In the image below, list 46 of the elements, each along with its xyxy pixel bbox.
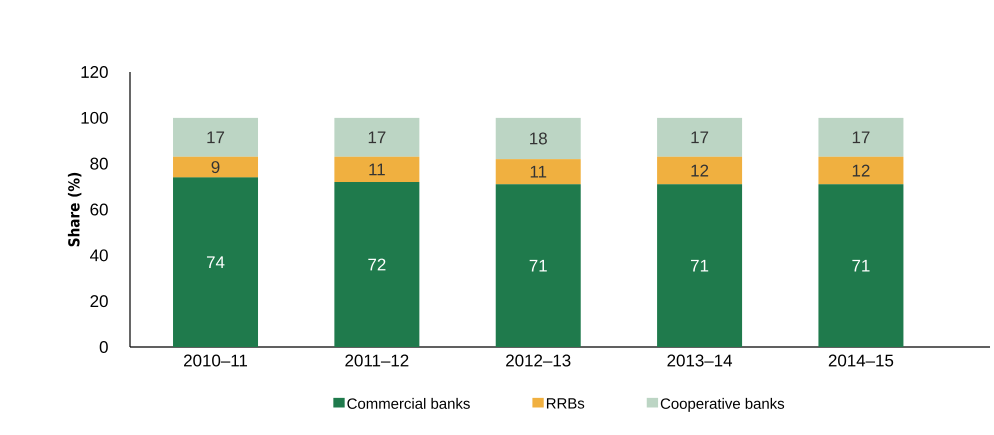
data-label: 74 <box>206 256 224 268</box>
bar <box>334 156 420 182</box>
bar <box>818 118 904 157</box>
y-tick-label: 40 <box>90 249 108 262</box>
data-label: 17 <box>207 131 224 144</box>
data-label: 18 <box>530 132 547 144</box>
bar <box>334 118 420 157</box>
data-label: 12 <box>691 164 708 176</box>
y-tick-label: 20 <box>90 295 108 308</box>
bar <box>334 182 420 347</box>
data-label: 11 <box>369 164 385 176</box>
x-tick-label: 2012–13 <box>506 354 570 367</box>
data-label: 72 <box>368 258 386 270</box>
y-tick-label: 60 <box>90 204 108 216</box>
x-tick-label: 2010–11 <box>184 354 248 367</box>
data-label: 17 <box>691 131 708 144</box>
data-label: 17 <box>852 131 870 144</box>
x-tick-label: 2014–15 <box>828 354 894 367</box>
data-label: 9 <box>212 161 220 174</box>
y-tick-label: 80 <box>90 158 108 170</box>
bar <box>818 156 904 184</box>
bar <box>818 184 904 347</box>
y-tick-label: 120 <box>82 66 108 78</box>
bar <box>496 118 581 160</box>
bar <box>657 184 742 347</box>
bar <box>496 159 581 184</box>
legend-label: RRBs <box>546 398 584 409</box>
x-tick-label: 2011–12 <box>345 354 408 367</box>
bar <box>173 156 258 178</box>
bar <box>173 118 258 157</box>
bar <box>657 156 742 184</box>
bar <box>173 177 258 347</box>
data-label: 71 <box>852 260 870 272</box>
data-label: 11 <box>530 166 546 178</box>
x-tick-label: 2013–14 <box>667 354 732 367</box>
data-label: 71 <box>530 260 547 272</box>
bar <box>657 118 742 157</box>
legend-label: Cooperative banks <box>660 398 784 412</box>
y-axis-title: Share (%) <box>68 172 82 246</box>
y-tick-label: 100 <box>82 112 108 124</box>
data-label: 71 <box>691 260 708 272</box>
bar <box>496 184 581 347</box>
data-label: 12 <box>852 164 870 176</box>
data-label: 17 <box>368 131 386 144</box>
y-tick-label: 0 <box>100 341 108 353</box>
legend-label: Commercial banks <box>347 398 470 409</box>
